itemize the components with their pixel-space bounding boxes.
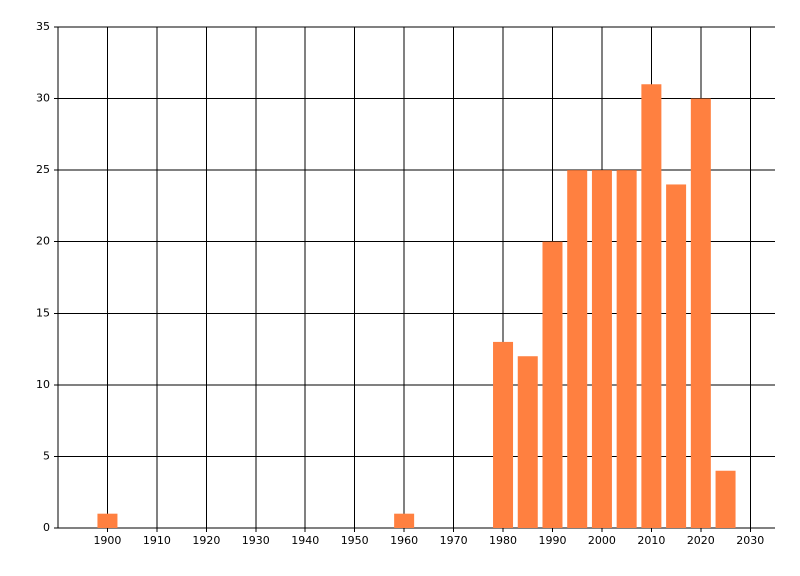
bar [493,341,514,528]
y-tick-label: 30 [36,92,50,105]
y-tick-label: 10 [36,378,50,391]
x-tick-label: 1980 [489,534,517,547]
bar [517,356,538,528]
y-tick-label: 5 [43,449,50,462]
x-tick-label: 1990 [538,534,566,547]
x-tick-label: 2030 [736,534,764,547]
y-tick-label: 15 [36,306,50,319]
bar [591,170,612,528]
x-tick-label: 1900 [93,534,121,547]
y-tick-label: 25 [36,163,50,176]
y-tick-label: 0 [43,521,50,534]
y-tick-label: 20 [36,235,50,248]
x-tick-label: 1910 [143,534,171,547]
bar [641,84,662,528]
bar [97,513,118,528]
y-tick-label: 35 [36,20,50,33]
bar [666,184,687,528]
x-tick-label: 1920 [192,534,220,547]
bar [715,470,736,528]
x-tick-label: 2010 [637,534,665,547]
x-tick-label: 1930 [242,534,270,547]
x-tick-label: 1950 [341,534,369,547]
bar [690,98,711,529]
x-tick-label: 1940 [291,534,319,547]
x-tick-label: 1960 [390,534,418,547]
x-tick-label: 2020 [687,534,715,547]
x-tick-label: 1970 [440,534,468,547]
bar [567,170,588,528]
bar [394,513,415,528]
bar [616,170,637,528]
x-tick-label: 2000 [588,534,616,547]
bar [542,241,563,528]
